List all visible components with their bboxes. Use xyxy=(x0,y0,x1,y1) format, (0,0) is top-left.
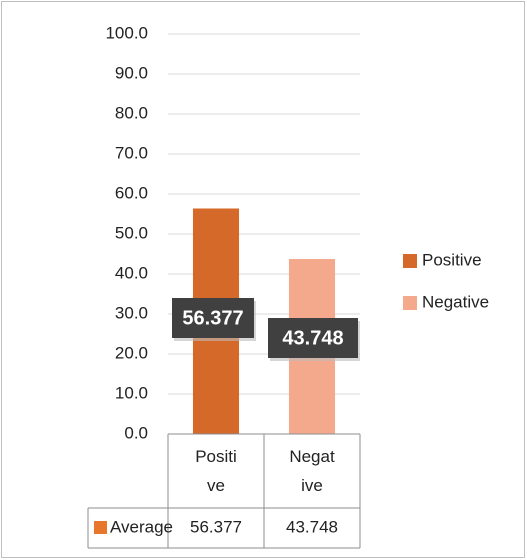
table-category: Positive xyxy=(168,434,264,508)
y-tick-label: 60.0 xyxy=(115,183,148,202)
y-tick-label: 30.0 xyxy=(115,303,148,322)
y-tick-label: 40.0 xyxy=(115,263,148,282)
data-label-box xyxy=(268,318,358,358)
legend-swatch xyxy=(403,296,417,310)
data-label: 43.748 xyxy=(282,327,343,349)
table-category: Negative xyxy=(264,434,360,508)
legend-swatch xyxy=(403,254,417,268)
y-tick-label: 10.0 xyxy=(115,383,148,402)
y-tick-label: 70.0 xyxy=(115,143,148,162)
y-tick-label: 20.0 xyxy=(115,343,148,362)
legend-swatch xyxy=(94,521,107,534)
table-category-text: Positive xyxy=(195,447,237,495)
y-tick-label: 0.0 xyxy=(124,423,148,442)
table-category-text: Negative xyxy=(289,447,335,495)
table-value: 43.748 xyxy=(286,517,338,536)
table-value: 56.377 xyxy=(190,517,242,536)
legend-label: Positive xyxy=(422,250,482,269)
legend-label: Negative xyxy=(422,292,489,311)
data-label-box xyxy=(172,298,254,338)
y-tick-label: 50.0 xyxy=(115,223,148,242)
data-label: 56.377 xyxy=(182,307,243,329)
y-tick-label: 80.0 xyxy=(115,103,148,122)
y-tick-label: 90.0 xyxy=(115,63,148,82)
y-tick-label: 100.0 xyxy=(105,23,148,42)
row-label: Average xyxy=(110,517,173,536)
